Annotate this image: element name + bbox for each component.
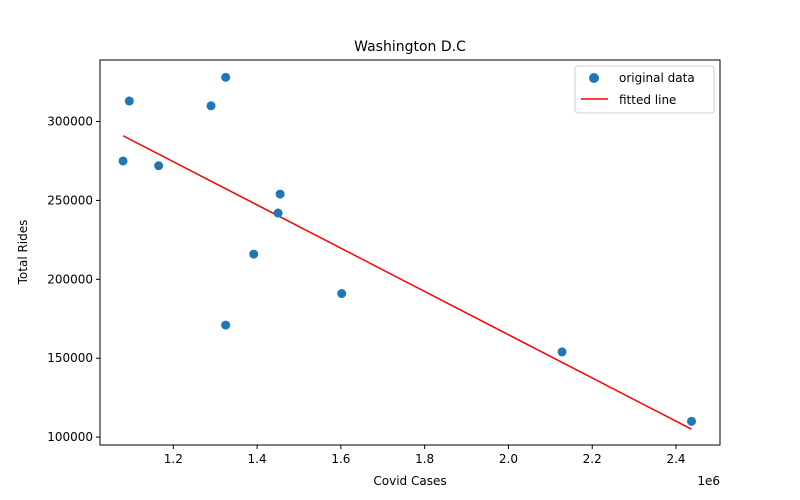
data-point-9: [337, 289, 347, 299]
data-point-3: [206, 101, 216, 111]
x-tick-label-3: 1.8: [415, 452, 434, 466]
legend-marker-original-data: [589, 73, 599, 83]
fitted-line: [122, 135, 692, 430]
data-point-4: [221, 72, 231, 82]
data-point-11: [687, 416, 697, 426]
data-point-5: [221, 320, 231, 330]
y-tick-label-3: 250000: [47, 193, 93, 207]
y-tick-label-1: 150000: [47, 351, 93, 365]
x-tick-label-6: 2.4: [666, 452, 685, 466]
x-tick-label-5: 2.2: [583, 452, 602, 466]
x-axis-offset-label: 1e6: [697, 474, 720, 488]
y-tick-label-0: 100000: [47, 430, 93, 444]
axes: 1.2 1.4 1.6 1.8 2.0 2.2 2.4 100000 150000 200000 2…: [47, 59, 721, 466]
legend-label-original-data: original data: [619, 71, 695, 85]
legend: original data fitted line: [574, 65, 715, 114]
y-axis-label: Total Rides: [16, 220, 30, 286]
legend-label-fitted-line: fitted line: [619, 93, 676, 107]
x-tick-label-4: 2.0: [499, 452, 518, 466]
data-point-7: [273, 208, 283, 218]
y-tick-label-4: 300000: [47, 115, 93, 129]
x-axis-label: Covid Cases: [373, 474, 446, 488]
data-point-2: [154, 161, 164, 171]
data-point-0: [118, 156, 128, 166]
plot-frame: [99, 59, 721, 446]
legend-box: [574, 65, 715, 114]
data-point-6: [249, 249, 259, 259]
y-tick-label-2: 200000: [47, 272, 93, 286]
chart-title: Washington D.C: [354, 39, 466, 55]
x-tick-label-2: 1.6: [331, 452, 350, 466]
x-tick-label-0: 1.2: [164, 452, 183, 466]
data-point-8: [275, 189, 285, 199]
data-point-1: [124, 96, 134, 106]
plot-area: [118, 72, 697, 430]
x-tick-label-1: 1.4: [248, 452, 267, 466]
data-point-10: [557, 347, 567, 357]
